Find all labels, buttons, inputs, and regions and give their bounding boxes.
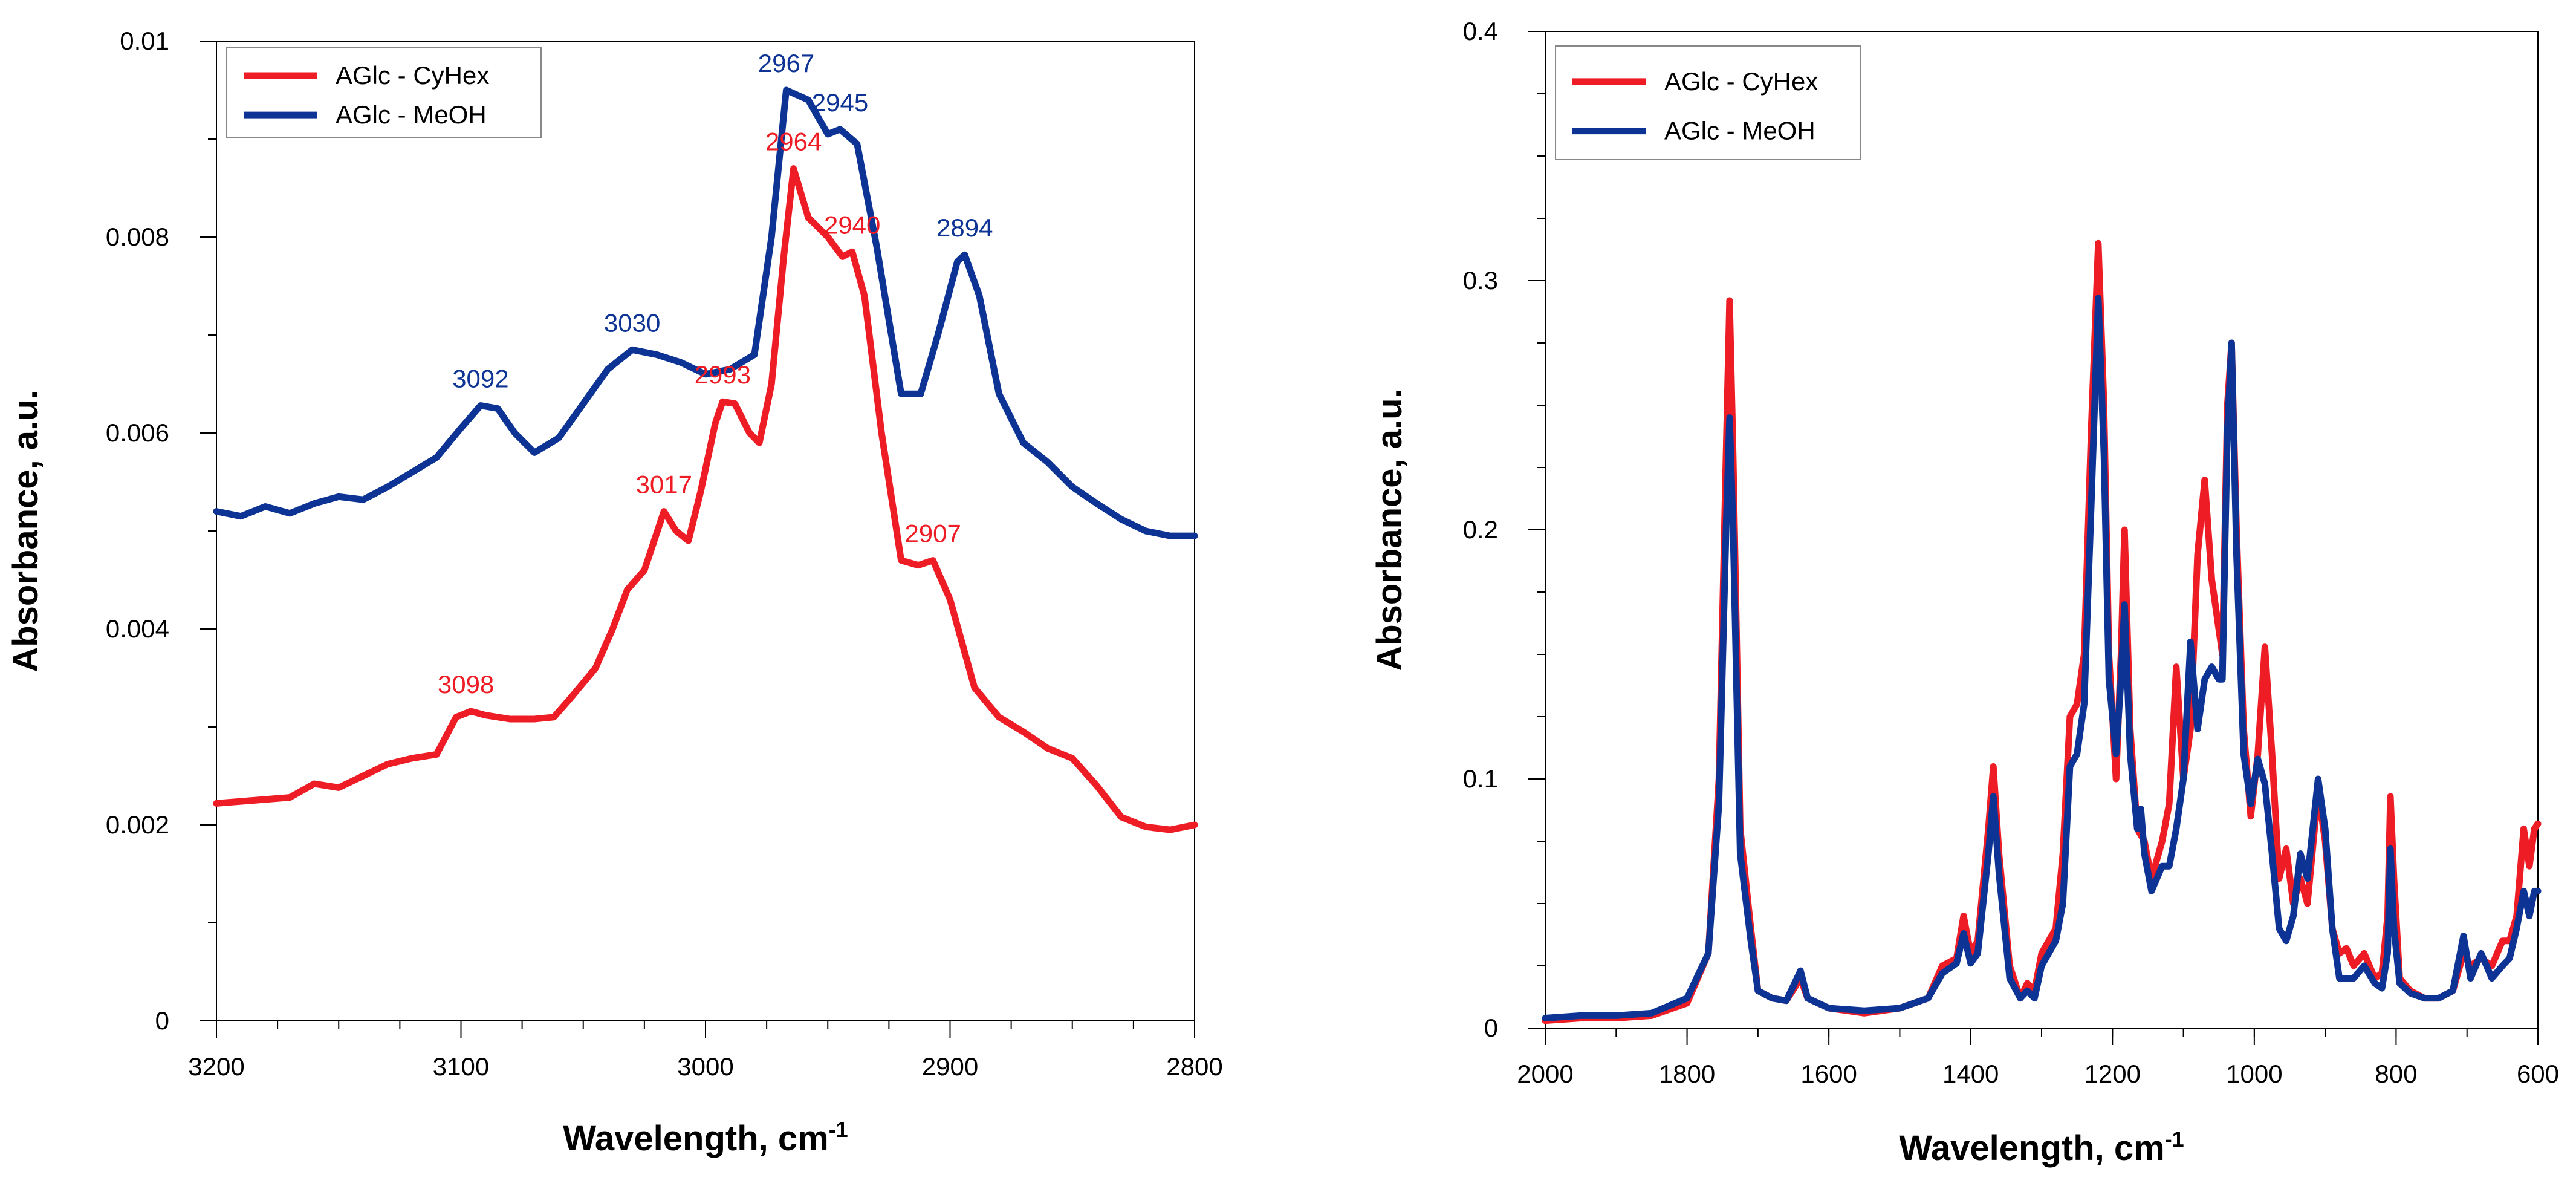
series-line-cyhex: [213, 165, 1198, 833]
peak-label: 2907: [904, 519, 961, 548]
peak-label: 2964: [765, 128, 822, 156]
x-tick-label: 3200: [188, 1052, 244, 1081]
legend-box: [1555, 45, 1861, 160]
y-axis-title: Absorbance, a.u.: [1370, 388, 1409, 671]
y-tick-label: 0.002: [106, 810, 169, 839]
x-axis-title: Wavelength, cm-1: [563, 1117, 848, 1158]
x-axis-title: Wavelength, cm-1: [1899, 1127, 2184, 1168]
series-line-meoh: [1542, 295, 2542, 1021]
x-tick-label: 2900: [922, 1052, 978, 1081]
y-tick-label: 0.004: [106, 614, 169, 643]
legend-label: AGlc - CyHex: [336, 61, 489, 90]
peak-label: 2940: [824, 210, 880, 239]
peak-label: 2993: [695, 360, 751, 389]
peak-label: 2967: [758, 49, 814, 77]
y-tick-label: 0: [155, 1006, 169, 1035]
y-tick-label: 0.008: [106, 223, 169, 251]
y-tick-label: 0.4: [1463, 17, 1498, 45]
x-tick-label: 3000: [677, 1052, 733, 1081]
y-tick-label: 0.2: [1463, 515, 1498, 544]
x-tick-label: 600: [2517, 1060, 2559, 1088]
peak-label: 3092: [452, 365, 508, 393]
x-tick-label: 1200: [2084, 1060, 2141, 1088]
y-tick-label: 0.01: [120, 27, 169, 55]
y-tick-label: 0.006: [106, 419, 169, 447]
peak-label: 3017: [636, 471, 692, 499]
x-axis-title-text: Wavelength, cm: [563, 1119, 828, 1158]
legend: AGlc - CyHex AGlc - MeOH: [226, 47, 542, 138]
right-chart-fingerprint: 0 0.1 0.2 0.3 0.4 2000 1800 1600 1400 1200 1000 800…: [1370, 17, 2559, 1168]
x-axis-title-superscript: -1: [829, 1117, 848, 1142]
y-tick-label: 0: [1484, 1014, 1498, 1042]
x-tick-label: 2800: [1166, 1052, 1222, 1081]
legend-label: AGlc - MeOH: [336, 100, 487, 129]
peak-label: 2894: [936, 213, 993, 242]
x-tick-label: 1600: [1800, 1060, 1857, 1088]
legend-box: [226, 47, 542, 138]
y-axis-title: Absorbance, a.u.: [6, 389, 45, 672]
legend-label: AGlc - MeOH: [1664, 117, 1815, 145]
peak-label: 3098: [438, 670, 494, 699]
peak-label: 2945: [812, 88, 868, 117]
x-tick-label: 1000: [2226, 1060, 2282, 1088]
x-tick-label: 1800: [1659, 1060, 1715, 1088]
series-line-meoh: [213, 86, 1198, 539]
peak-label: 3030: [604, 308, 660, 337]
x-tick-label: 800: [2375, 1060, 2417, 1088]
legend-label: AGlc - CyHex: [1664, 67, 1818, 96]
x-tick-label: 2000: [1517, 1060, 1573, 1088]
x-axis-title-superscript: -1: [2165, 1127, 2184, 1151]
left-chart-ch-stretch: 0 0.002 0.004 0.006 0.008 0.01 3200 3100 3000 290…: [6, 27, 1223, 1158]
legend: AGlc - CyHex AGlc - MeOH: [1555, 45, 1861, 160]
x-tick-label: 1400: [1942, 1060, 1999, 1088]
y-tick-label: 0.1: [1463, 764, 1498, 793]
x-axis-title-text: Wavelength, cm: [1899, 1128, 2164, 1168]
y-tick-label: 0.3: [1463, 266, 1498, 295]
x-tick-label: 3100: [433, 1052, 489, 1081]
